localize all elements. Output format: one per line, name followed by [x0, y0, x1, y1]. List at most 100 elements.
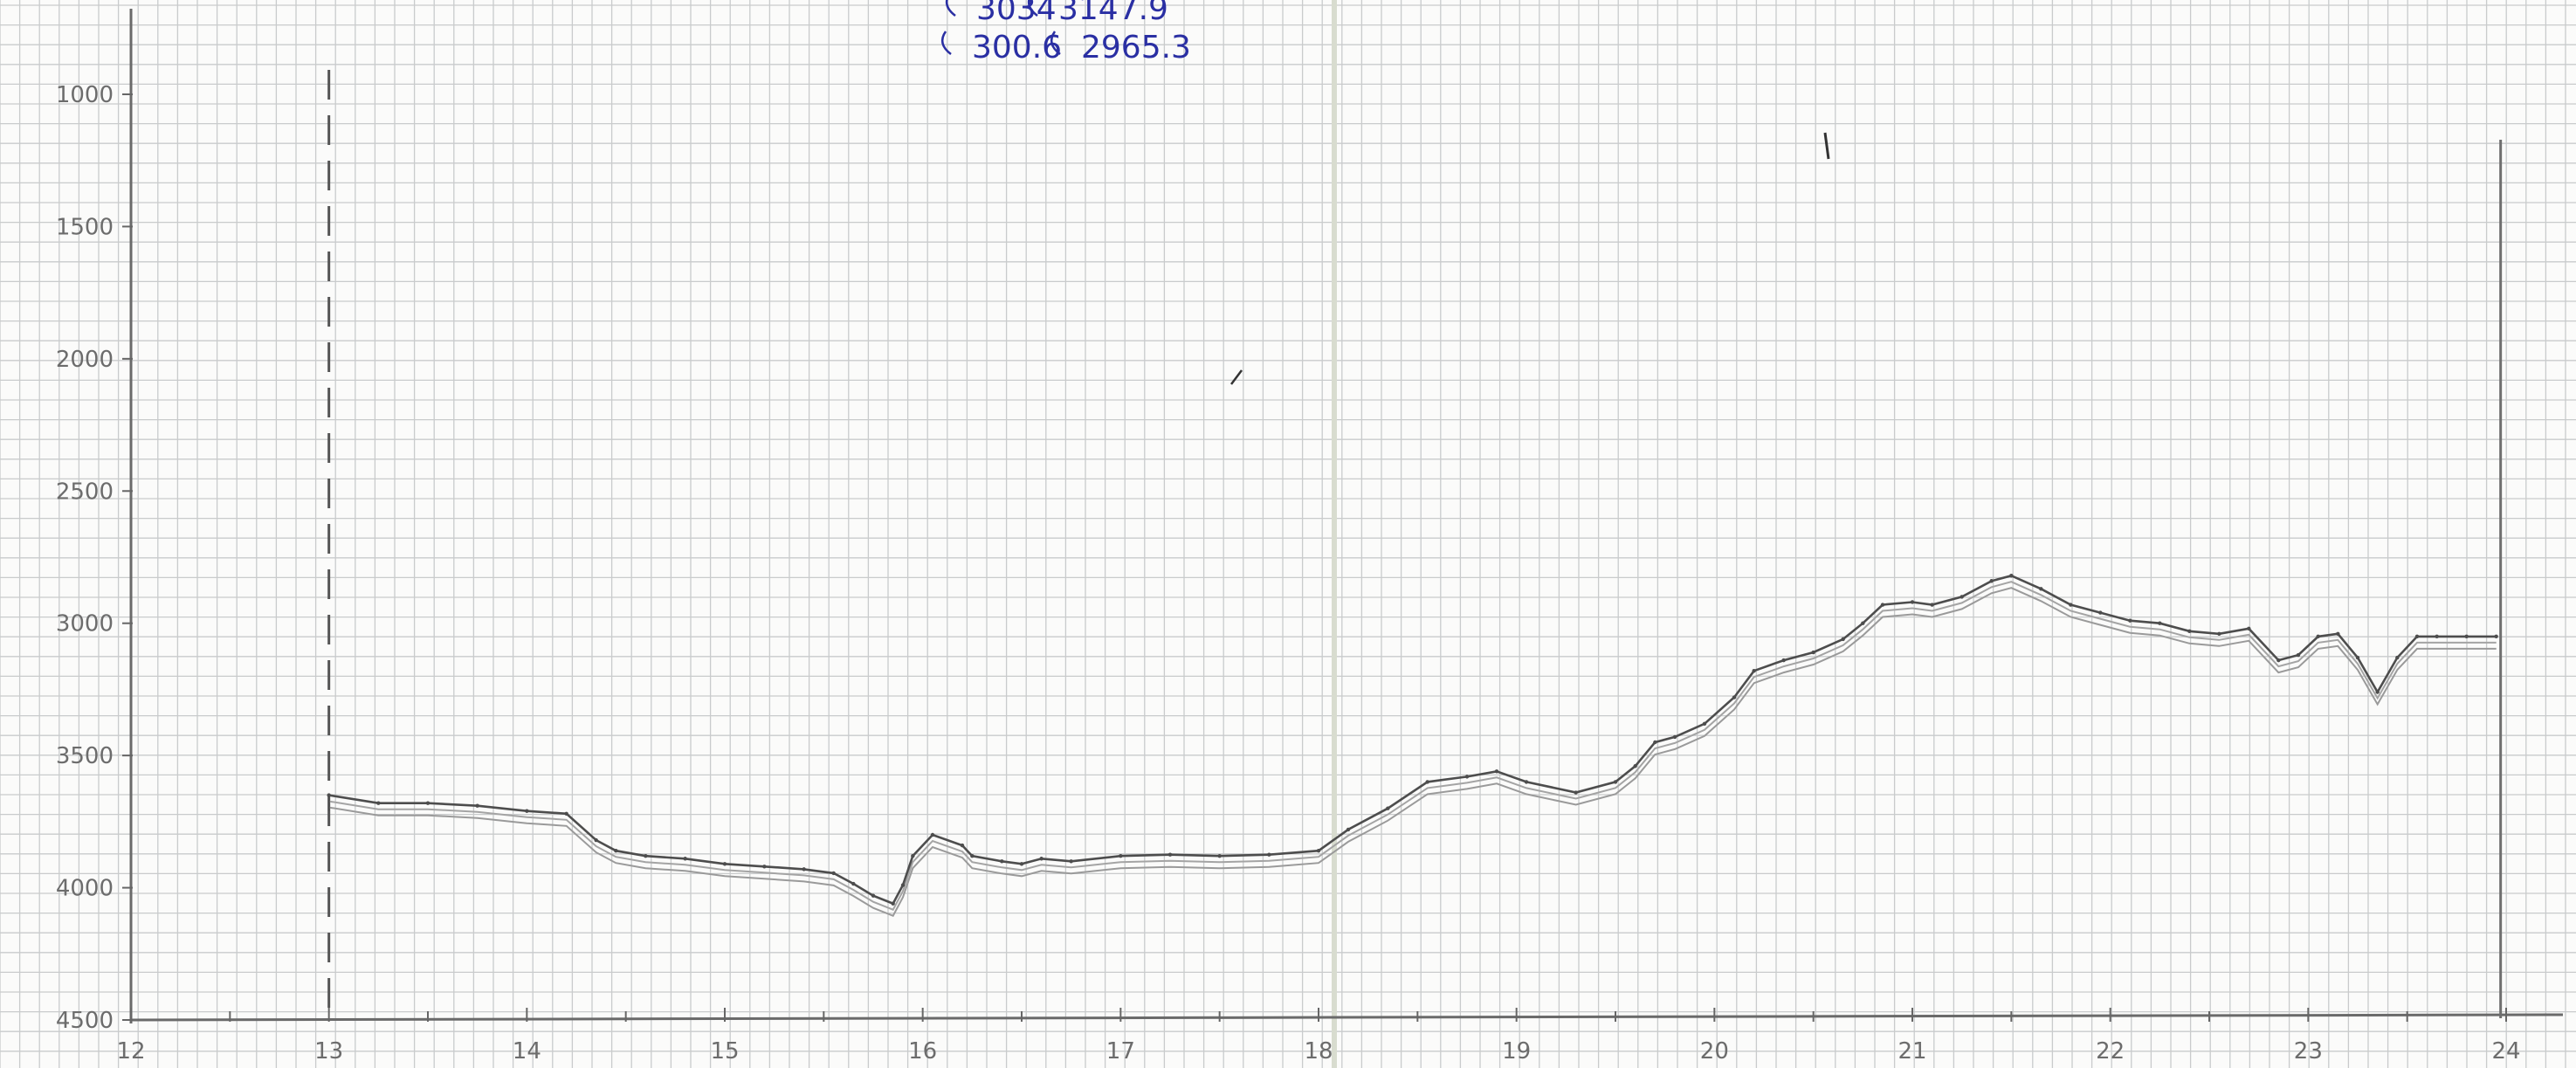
x-tick-label: 16 [908, 1038, 937, 1065]
note-arrow-icon [940, 31, 952, 55]
data-point [2375, 690, 2380, 694]
data-point [1217, 854, 1222, 858]
data-point [2158, 621, 2162, 625]
data-point [1633, 764, 1637, 768]
data-point [1613, 780, 1618, 784]
series-line-middle [328, 581, 2497, 911]
x-axis-line [130, 1013, 2564, 1022]
data-point [930, 832, 935, 837]
data-point [2098, 610, 2103, 615]
data-point [1989, 579, 1994, 583]
y-tick-label: 2000 [56, 347, 114, 373]
data-point [1880, 603, 1885, 607]
data-point [1732, 695, 1737, 699]
x-tick-label: 13 [314, 1038, 343, 1065]
note-arrow-icon [1050, 31, 1061, 55]
data-point [722, 862, 727, 866]
data-point [1069, 859, 1073, 864]
data-point [1781, 658, 1786, 663]
tick-labels: 12 13 14 15 16 17 18 19 20 21 22 23 24 1000 1500 2000 25… [56, 82, 2521, 1065]
data-point [2069, 603, 2073, 607]
data-point [1524, 780, 1529, 784]
data-point [1574, 790, 1578, 795]
data-point [891, 901, 895, 906]
x-tick-label: 14 [513, 1038, 541, 1065]
data-point [1425, 780, 1429, 784]
data-point [2414, 634, 2420, 639]
data-point [1386, 806, 1390, 810]
data-point [644, 854, 648, 858]
annotation-note: 300.6 [972, 30, 1062, 65]
data-point [425, 801, 430, 805]
data-point [1702, 721, 1707, 726]
data-point [1316, 848, 1321, 853]
annotation-note: 3147.9 [1058, 0, 1168, 27]
y-tick-label: 3500 [56, 743, 114, 769]
data-point [1960, 595, 1964, 599]
data-point [376, 801, 381, 805]
x-tick-label: 24 [2491, 1038, 2520, 1065]
y-tick-label: 1000 [56, 82, 114, 108]
data-point [2128, 618, 2132, 623]
data-point [2247, 626, 2251, 630]
x-tick-label: 18 [1304, 1038, 1333, 1065]
data-point [900, 883, 906, 887]
data-point [1494, 769, 1499, 774]
data-point [2276, 658, 2281, 663]
data-point [1039, 857, 1043, 861]
data-point [1841, 637, 1845, 642]
data-point [525, 809, 529, 813]
data-point [1464, 775, 1470, 779]
y-tick-label: 2500 [56, 479, 114, 505]
handwritten-notes: 3034 3147.9 300.6 2965.3 [940, 0, 1191, 65]
series-line [328, 574, 2497, 906]
x-tick-label: 15 [710, 1038, 739, 1065]
data-point [2464, 634, 2469, 639]
data-point [2494, 634, 2498, 639]
data-point [831, 871, 836, 876]
data-point [1167, 852, 1173, 857]
data-point [2187, 629, 2192, 633]
data-point [960, 843, 965, 848]
data-point [1910, 600, 1915, 604]
data-point [2355, 655, 2360, 660]
y-tick-label: 4500 [56, 1008, 114, 1034]
data-point [2009, 574, 2014, 578]
y-tick-label: 3000 [56, 611, 114, 637]
annotation-note: 2965.3 [1081, 30, 1191, 65]
data-point [1019, 862, 1024, 866]
data-point [2217, 631, 2221, 637]
data-point [1346, 827, 1351, 832]
x-tick-label: 20 [1700, 1038, 1729, 1065]
plot-area [327, 132, 2498, 917]
data-point [1267, 852, 1271, 857]
y-tick-label: 1500 [56, 214, 114, 240]
data-point [802, 867, 806, 872]
annotation-note: 3034 [976, 0, 1057, 27]
x-tick-label: 17 [1106, 1038, 1135, 1065]
data-point [970, 854, 975, 858]
data-point [911, 854, 915, 858]
data-point [1930, 603, 1934, 607]
stray-pencil-mark [1230, 369, 1243, 385]
data-point [614, 848, 618, 853]
data-point [683, 857, 687, 861]
series-line-lower [328, 587, 2497, 917]
data-point [2316, 634, 2320, 639]
x-tick-label: 22 [2096, 1038, 2125, 1065]
data-point [594, 837, 598, 843]
data-point [1119, 854, 1123, 858]
data-point [762, 865, 767, 869]
data-point [871, 893, 876, 898]
stray-pencil-mark [1823, 132, 1830, 160]
note-arrow-icon [1027, 0, 1038, 17]
data-point [2336, 631, 2340, 637]
data-point [1811, 650, 1815, 655]
x-tick-label: 12 [116, 1038, 145, 1065]
chart-axes [122, 9, 2564, 1023]
data-point [1000, 859, 1004, 864]
data-point [2039, 587, 2043, 591]
data-point [327, 793, 331, 797]
